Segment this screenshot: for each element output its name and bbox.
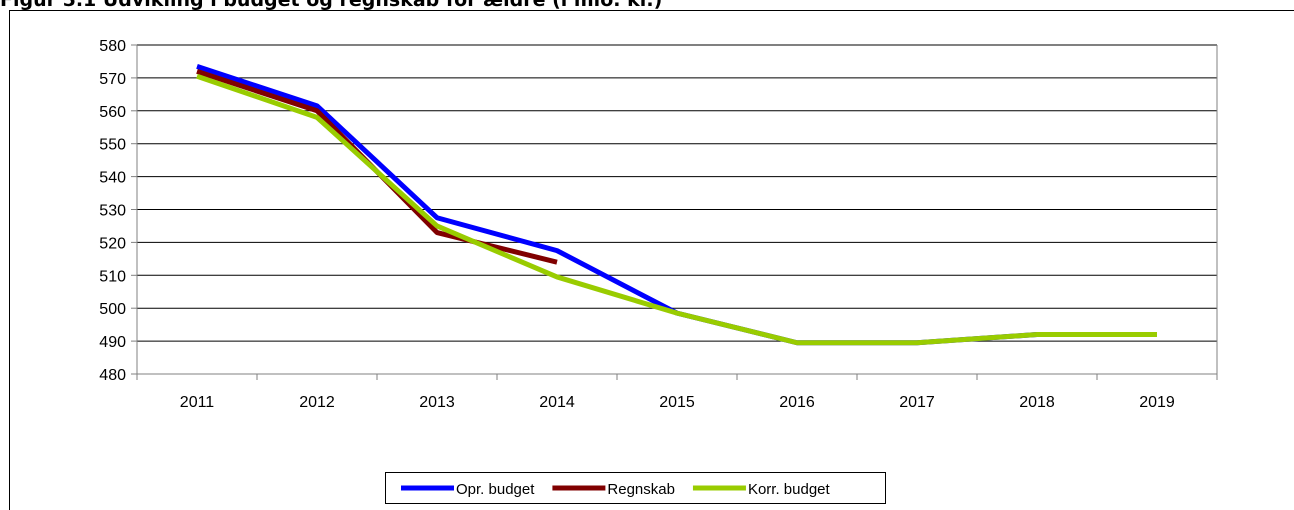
y-tick-label: 500 bbox=[99, 301, 126, 318]
x-tick-label: 2014 bbox=[539, 394, 575, 411]
x-tick-label: 2018 bbox=[1019, 394, 1055, 411]
x-tick-label: 2019 bbox=[1139, 394, 1175, 411]
y-tick-label: 570 bbox=[99, 71, 126, 88]
x-tick-label: 2017 bbox=[899, 394, 935, 411]
y-tick-label: 480 bbox=[99, 367, 126, 384]
x-tick-label: 2012 bbox=[299, 394, 335, 411]
line-series bbox=[196, 64, 1157, 346]
y-tick-label: 530 bbox=[99, 203, 126, 220]
legend-label: Regnskab bbox=[607, 481, 675, 498]
x-tick-label: 2016 bbox=[779, 394, 815, 411]
line-series bbox=[196, 73, 1157, 346]
x-tick-label: 2011 bbox=[180, 394, 215, 411]
x-tick-label: 2013 bbox=[419, 394, 455, 411]
legend: Opr. budget Regnskab Korr. budget bbox=[385, 472, 886, 504]
legend-label: Korr. budget bbox=[748, 481, 831, 498]
legend-box bbox=[385, 472, 886, 504]
y-tick-label: 520 bbox=[99, 235, 126, 252]
y-tick-label: 560 bbox=[99, 104, 126, 121]
y-tick-label: 490 bbox=[99, 334, 126, 351]
x-tick-label: 2015 bbox=[659, 394, 695, 411]
legend-label: Opr. budget bbox=[456, 481, 535, 498]
y-tick-label: 580 bbox=[99, 38, 126, 55]
y-tick-label: 510 bbox=[99, 268, 126, 285]
y-tick-label: 540 bbox=[99, 170, 126, 187]
y-tick-label: 550 bbox=[99, 137, 126, 154]
chart-title: Figur 5.1 Udvikling i budget og regnskab… bbox=[0, 0, 662, 11]
